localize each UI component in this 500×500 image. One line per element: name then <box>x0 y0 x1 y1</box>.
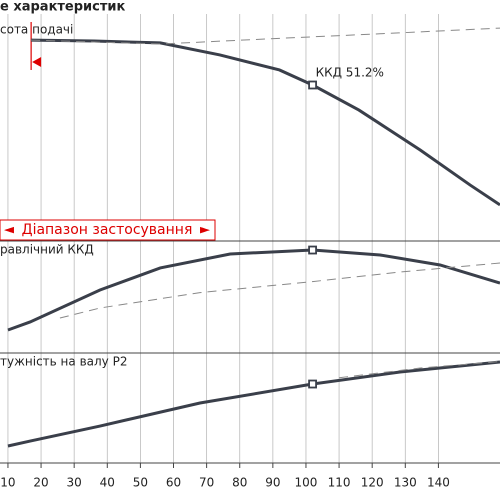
x-tick-label: 100 <box>295 476 318 490</box>
operating-point <box>308 379 317 389</box>
annotation: ККД 51.2% <box>316 66 384 80</box>
chart-title: е характеристик <box>0 0 126 15</box>
x-tick-label: 130 <box>394 476 417 490</box>
x-tick-label: 90 <box>265 476 280 490</box>
x-tick-label: 20 <box>33 476 48 490</box>
curve <box>7 248 500 332</box>
x-tick-label: 70 <box>199 476 214 490</box>
dashed-curve <box>31 27 500 45</box>
x-tick-label: 40 <box>100 476 115 490</box>
panel-label: сота подачі <box>0 23 73 37</box>
curve <box>31 38 500 207</box>
dashed-curve <box>59 262 500 319</box>
range-start-arrow <box>32 57 42 67</box>
range-arrow: ◄ <box>4 223 14 238</box>
operating-point <box>308 245 317 255</box>
dashed-curve <box>339 361 500 379</box>
x-tick-label: 50 <box>133 476 148 490</box>
x-tick-label: 10 <box>0 476 15 490</box>
x-tick-label: 30 <box>67 476 82 490</box>
x-tick-label: 60 <box>166 476 181 490</box>
x-tick-label: 140 <box>427 476 450 490</box>
operating-point <box>308 80 317 90</box>
x-tick-label: 80 <box>232 476 247 490</box>
range-box: ◄ ► Діапазон застосування <box>0 219 216 241</box>
panel-label: тужність на валу Р2 <box>0 355 127 369</box>
range-arrow: ► <box>200 223 210 238</box>
panel-label: равлічний ККД <box>0 243 94 257</box>
x-tick-label: 110 <box>328 476 351 490</box>
curve <box>7 360 500 448</box>
x-tick-label: 120 <box>361 476 384 490</box>
range-frame <box>0 219 216 241</box>
range-label: Діапазон застосування <box>22 222 193 238</box>
